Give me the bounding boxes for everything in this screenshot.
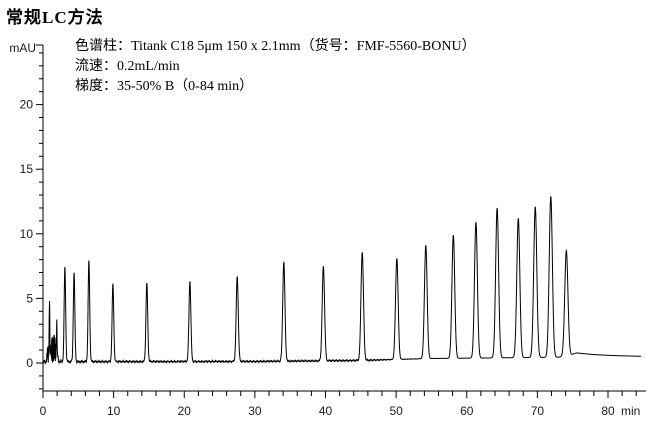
y-tick-label: 20 [20, 98, 34, 112]
y-tick-label: 15 [20, 162, 34, 176]
annotation-gradient: 梯度：35-50% B（0-84 min） [75, 79, 254, 94]
tick-labels: 0 5 10 15 20 0 10 20 30 40 50 60 70 80 [20, 98, 615, 418]
chromatogram-trace [42, 196, 642, 366]
x-tick-label: 20 [178, 404, 192, 418]
x-tick-label: 10 [107, 404, 121, 418]
y-tick-label: 0 [26, 356, 33, 370]
x-tick-label: 80 [601, 404, 615, 418]
x-tick-label: 60 [460, 404, 474, 418]
y-tick-label: 10 [20, 227, 34, 241]
annotation-flow-rate: 流速：0.2mL/min [75, 59, 180, 74]
x-tick-label: 30 [248, 404, 262, 418]
annotation-column-info: 色谱柱：Titank C18 5μm 150 x 2.1mm（货号：FMF-55… [75, 39, 476, 54]
x-tick-label: 40 [319, 404, 333, 418]
x-tick-label: 0 [40, 404, 47, 418]
y-axis-unit-label: mAU [9, 41, 36, 55]
y-tick-label: 5 [26, 291, 33, 305]
x-tick-label: 50 [389, 404, 403, 418]
x-axis-unit-label: min [621, 404, 640, 418]
axes [36, 44, 646, 398]
method-annotation: 色谱柱：Titank C18 5μm 150 x 2.1mm（货号：FMF-55… [75, 37, 476, 97]
page-title: 常规LC方法 [6, 8, 104, 27]
x-tick-label: 70 [531, 404, 545, 418]
